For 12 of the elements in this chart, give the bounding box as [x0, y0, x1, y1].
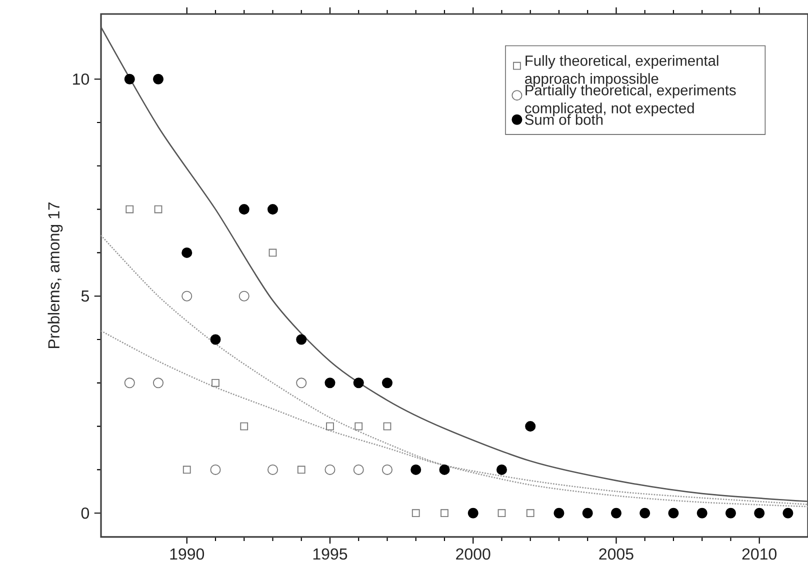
- y-tick-label: 0: [81, 507, 90, 519]
- x-tick-label: 2010: [742, 548, 777, 560]
- legend-label: Sum of both: [525, 114, 603, 125]
- x-tick-label: 2005: [599, 548, 634, 560]
- legend-label: Fully theoretical, experimental approach impossible: [525, 55, 718, 87]
- x-tick-label: 1995: [313, 548, 348, 560]
- y-tick-label: 10: [73, 73, 90, 85]
- y-axis-title: Problems, among 17: [48, 202, 63, 348]
- x-tick-label: 1990: [170, 548, 204, 560]
- y-tick-label: 5: [81, 290, 89, 302]
- x-tick-label: 2000: [456, 548, 490, 560]
- legend-label: Partially theoretical, experiments complicated, not expected: [525, 84, 736, 116]
